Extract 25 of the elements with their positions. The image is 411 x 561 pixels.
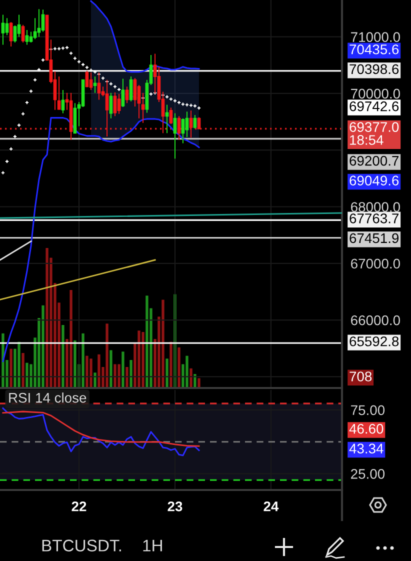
y-tick-label: 25.00: [351, 469, 385, 479]
text: BTCUSDT.: [42, 540, 121, 552]
y-tick-label: 75.00: [351, 405, 385, 416]
text: 69742.6: [350, 101, 399, 112]
ref-line-label: 69200.7: [350, 156, 399, 166]
x-tick-label: 23: [168, 501, 182, 512]
ref-line-label: 67763.7: [350, 213, 399, 224]
text: 69049.6: [350, 176, 399, 186]
y-tick-label: 67000.0: [351, 258, 400, 269]
y-tick-label: 70000.0: [351, 88, 400, 99]
x-tick-label: 24: [264, 501, 279, 512]
text: 708: [350, 372, 372, 382]
text: 1H: [143, 540, 162, 552]
ref-line-label: 65592.8: [350, 336, 399, 346]
y-tick-label: 68000.0: [351, 202, 400, 212]
y-tick-label: 66000.0: [351, 315, 400, 326]
text: 46.60: [349, 424, 384, 434]
text: 43.34: [349, 444, 384, 454]
chart-title: RSI 14 close: [9, 392, 86, 403]
ref-line-label: 67451.9: [350, 233, 399, 244]
x-tick-label: 22: [72, 501, 86, 512]
text: 70435.6: [350, 44, 399, 54]
ref-line-label: 70398.6: [350, 64, 399, 74]
y-tick-label: 71000.0: [351, 32, 400, 42]
ref-line-label: 69377.0 18:54: [350, 122, 399, 145]
